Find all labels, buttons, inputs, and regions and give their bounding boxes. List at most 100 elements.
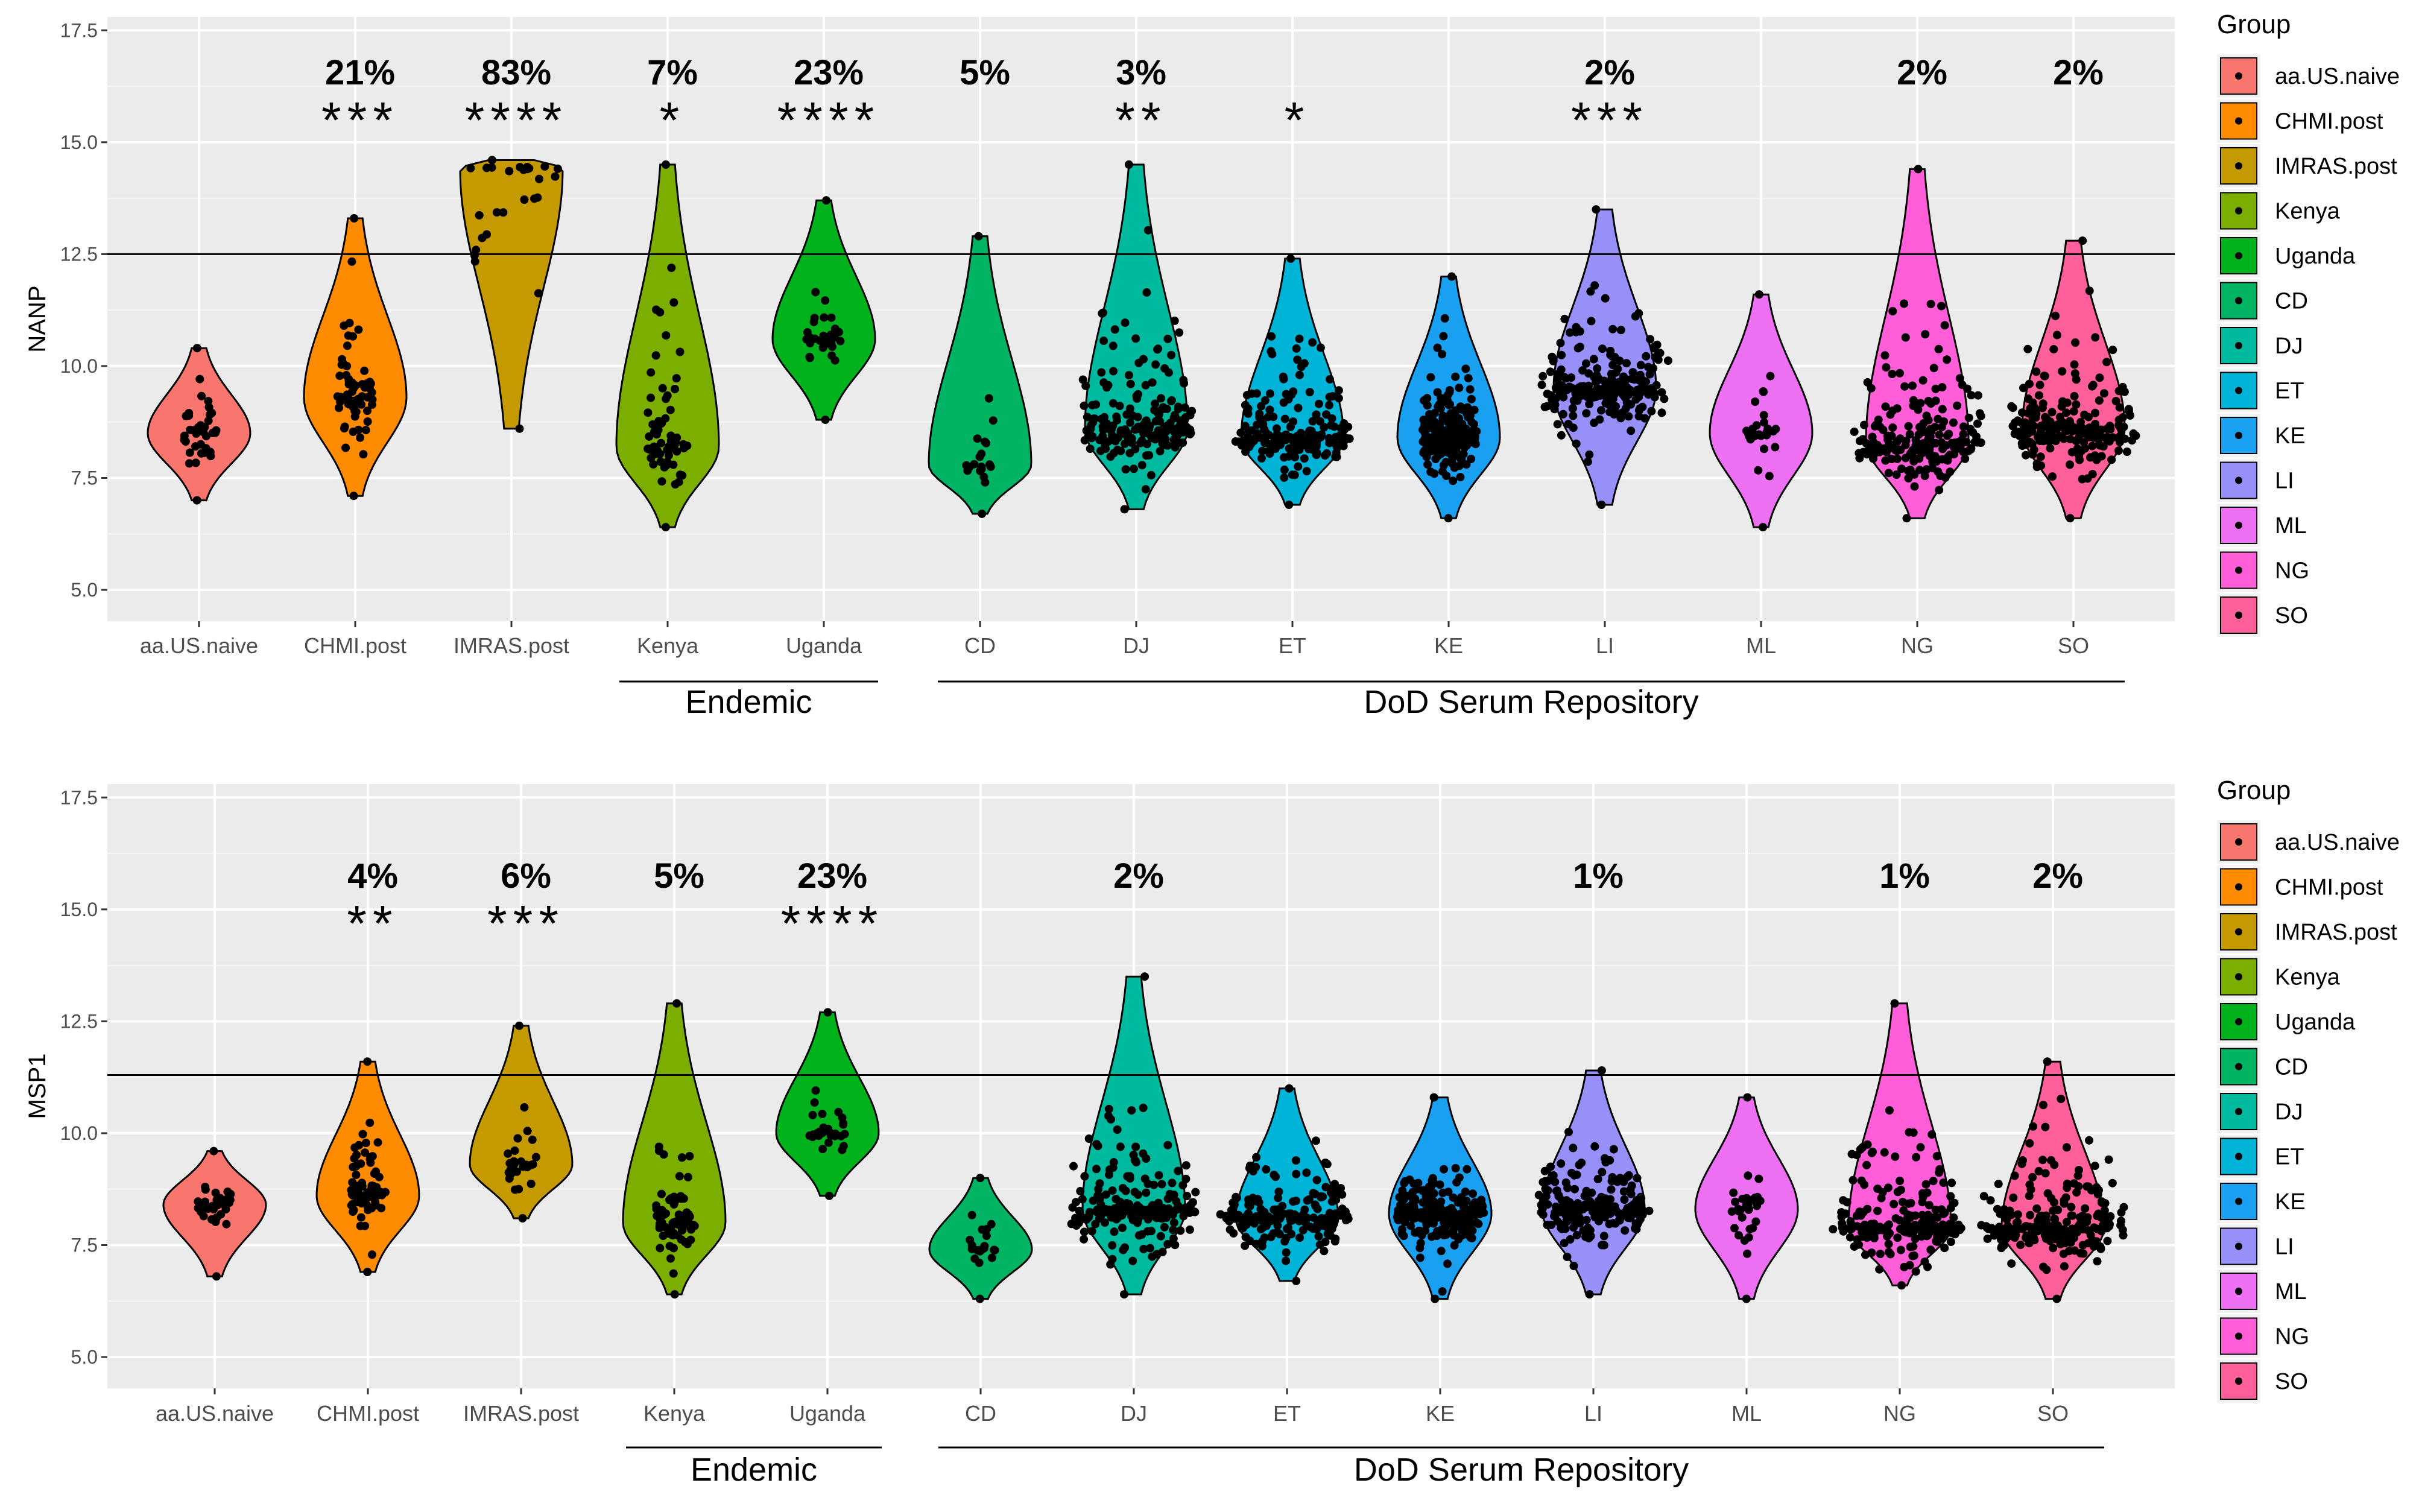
data-point <box>1743 1093 1752 1102</box>
data-point <box>1904 466 1912 475</box>
data-point <box>1921 1180 1931 1189</box>
data-point <box>1961 454 1970 463</box>
data-point <box>1891 1214 1900 1223</box>
y-tick-label: 12.5 <box>60 1010 98 1032</box>
data-point <box>2103 1236 2112 1245</box>
data-point <box>836 337 845 346</box>
data-point <box>1632 1219 1641 1228</box>
data-point <box>803 328 812 337</box>
data-point <box>1640 414 1649 423</box>
data-point <box>488 156 496 165</box>
data-point <box>670 1290 679 1299</box>
significance-label: * <box>660 92 686 148</box>
data-point <box>208 1201 217 1210</box>
data-point <box>2097 452 2106 461</box>
data-point <box>1284 395 1293 403</box>
data-point <box>1847 1224 1856 1233</box>
data-point <box>1608 324 1618 334</box>
data-point <box>819 331 828 340</box>
data-point <box>2089 381 2098 390</box>
data-point <box>363 1268 372 1276</box>
data-point <box>2040 372 2049 381</box>
data-point <box>1429 1189 1438 1198</box>
data-point <box>348 1178 357 1187</box>
data-point <box>1097 368 1106 377</box>
data-point <box>647 454 656 463</box>
y-axis-title: MSP1 <box>24 1054 51 1119</box>
data-point <box>1252 1153 1261 1162</box>
data-point <box>2081 429 2090 438</box>
data-point <box>1456 473 1465 482</box>
data-point <box>1918 1192 1927 1201</box>
data-point <box>1075 1206 1084 1215</box>
data-point <box>671 385 679 393</box>
data-point <box>2043 1189 2052 1198</box>
data-point <box>2005 1229 2014 1238</box>
data-point <box>2046 444 2055 453</box>
data-point <box>1158 1247 1167 1256</box>
data-point <box>1608 1173 1617 1181</box>
data-point <box>1156 447 1165 456</box>
data-point <box>2096 1242 2105 1251</box>
data-point <box>1647 406 1656 416</box>
data-point <box>1446 400 1455 409</box>
data-point <box>366 1158 375 1167</box>
data-point <box>1263 413 1273 422</box>
data-point <box>651 351 660 360</box>
data-point <box>1546 367 1555 376</box>
data-point <box>1929 1177 1938 1186</box>
data-point <box>1127 1106 1136 1115</box>
data-point <box>2052 331 2061 340</box>
data-point <box>1309 1189 1318 1198</box>
data-point <box>689 1221 698 1229</box>
data-point <box>1470 405 1479 414</box>
data-point <box>1443 1259 1452 1268</box>
y-tick-label: 12.5 <box>60 243 98 265</box>
legend-point <box>2235 1378 2242 1385</box>
data-point <box>1312 441 1321 451</box>
data-point <box>1163 1240 1172 1248</box>
data-point <box>1119 1245 1128 1254</box>
data-point <box>1121 1186 1130 1195</box>
data-point <box>1154 1171 1163 1180</box>
data-point <box>1932 1152 1941 1160</box>
data-point <box>514 1185 523 1194</box>
data-point <box>356 1213 365 1222</box>
data-point <box>2093 1224 2102 1233</box>
data-point <box>2104 1155 2113 1164</box>
data-point <box>1142 1188 1151 1197</box>
data-point <box>1326 1220 1335 1229</box>
x-tick-label: IMRAS.post <box>454 633 569 658</box>
data-point <box>2058 418 2067 426</box>
data-point <box>1660 394 1669 403</box>
data-point <box>1180 379 1189 388</box>
data-point <box>682 1208 691 1217</box>
x-tick-label: NG <box>1901 633 1934 658</box>
data-point <box>1892 470 1901 479</box>
data-point <box>1415 1253 1425 1262</box>
data-point <box>1274 1194 1283 1203</box>
data-point <box>838 1145 847 1154</box>
data-point <box>978 1225 987 1234</box>
data-point <box>1901 440 1910 449</box>
data-point <box>1280 473 1289 482</box>
data-point <box>1227 1206 1236 1215</box>
data-point <box>1760 444 1768 454</box>
data-point <box>1092 400 1101 409</box>
data-point <box>1627 1189 1636 1198</box>
data-point <box>1949 418 1958 427</box>
data-point <box>1933 1231 1942 1240</box>
data-point <box>1908 381 1917 390</box>
data-point <box>1449 452 1458 461</box>
x-tick-label: aa.US.naive <box>140 633 258 658</box>
data-point <box>1994 1180 2003 1189</box>
data-point <box>1904 474 1913 482</box>
data-point <box>1744 1198 1753 1207</box>
data-point <box>1169 413 1178 422</box>
data-point <box>1464 374 1473 383</box>
data-point <box>1229 1229 1238 1238</box>
legend-item-label: NG <box>2275 1324 2309 1350</box>
data-point <box>2071 338 2080 347</box>
data-point <box>653 1212 662 1220</box>
data-point <box>1141 485 1150 494</box>
